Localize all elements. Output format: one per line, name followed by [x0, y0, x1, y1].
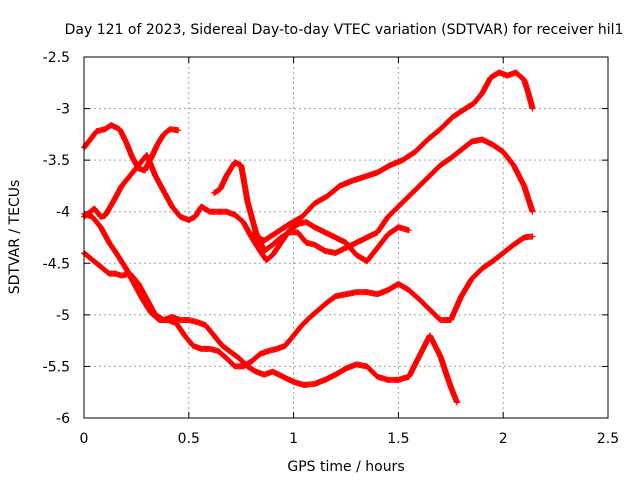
y-tick-label: -3 [56, 102, 70, 118]
data-point [405, 227, 412, 234]
chart-title: Day 121 of 2023, Sidereal Day-to-day VTE… [65, 22, 624, 38]
y-tick-label: -4.5 [43, 256, 70, 272]
x-tick-label: 1 [289, 431, 298, 447]
data-point [529, 233, 536, 240]
x-tick-label: 0.5 [178, 431, 200, 447]
data-point [529, 105, 536, 112]
data-point [529, 208, 536, 215]
y-tick-label: -5 [56, 308, 70, 324]
plot-frame [83, 56, 609, 419]
y-tick-label: -5.5 [43, 359, 70, 375]
data-points [81, 69, 536, 406]
x-tick-label: 0 [80, 431, 89, 447]
y-tick-label: -3.5 [43, 153, 70, 169]
data-point [454, 399, 461, 406]
x-tick-label: 2.5 [597, 431, 619, 447]
data-point [175, 127, 182, 134]
y-axis-label: SDTVAR / TECUs [7, 180, 23, 295]
y-tick-label: -6 [56, 411, 70, 427]
x-axis-label: GPS time / hours [287, 459, 404, 475]
y-tick-label: -2.5 [43, 50, 70, 66]
x-tick-label: 2 [499, 431, 508, 447]
x-tick-label: 1.5 [387, 431, 409, 447]
y-tick-label: -4 [56, 205, 70, 221]
